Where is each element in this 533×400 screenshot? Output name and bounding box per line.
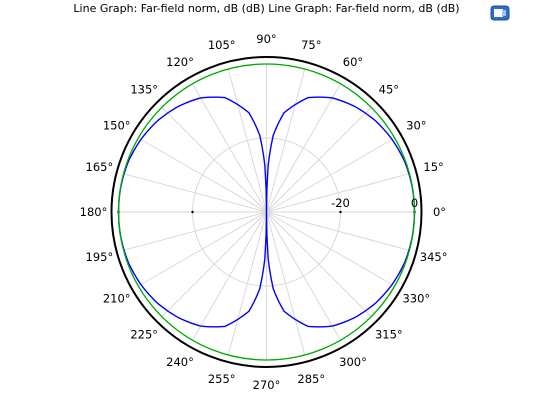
angle-tick-label: 150°: [103, 119, 131, 133]
angle-tick-label: 255°: [208, 372, 236, 386]
export-image-icon[interactable]: [490, 5, 510, 21]
axis-tick-dot: [339, 210, 342, 214]
angle-tick-label: 45°: [379, 83, 399, 97]
angle-tick-label: 30°: [406, 119, 426, 133]
angle-tick-label: 240°: [166, 355, 194, 369]
angle-tick-label: 75°: [301, 38, 321, 52]
axis-labels: 0° 15° 30° 45° 60° 75° 90° 105° 120° 135° 150° 165°…: [80, 32, 448, 392]
angle-tick-label: 180°: [80, 205, 108, 219]
radial-tick-label: 0: [411, 196, 418, 210]
angle-tick-label: 105°: [208, 38, 236, 52]
series-line-1: [117, 63, 416, 361]
angle-tick-label: 315°: [375, 327, 403, 341]
angle-tick-label: 90°: [256, 32, 276, 46]
angle-tick-label: 15°: [423, 160, 443, 174]
angle-tick-label: 225°: [130, 327, 158, 341]
angle-tick-label: 60°: [343, 55, 363, 69]
polar-frame: [110, 56, 423, 368]
angle-tick-label: 285°: [297, 372, 325, 386]
angle-tick-label: 330°: [402, 292, 430, 306]
series-layer: [117, 63, 416, 361]
radial-tick-label: -20: [331, 196, 350, 210]
chart-title: Line Graph: Far-field norm, dB (dB) Line…: [73, 2, 460, 15]
angle-tick-label: 270°: [253, 378, 281, 392]
angle-tick-label: 0°: [433, 205, 446, 219]
angle-tick-label: 300°: [339, 355, 367, 369]
angle-tick-label: 165°: [86, 160, 114, 174]
axis-tick-dot: [191, 210, 194, 214]
angle-tick-label: 195°: [86, 250, 114, 264]
angle-tick-label: 135°: [130, 83, 158, 97]
polar-grid: [110, 56, 423, 368]
angle-tick-label: 345°: [420, 250, 448, 264]
angle-tick-label: 120°: [166, 55, 194, 69]
angle-tick-label: 210°: [103, 292, 131, 306]
